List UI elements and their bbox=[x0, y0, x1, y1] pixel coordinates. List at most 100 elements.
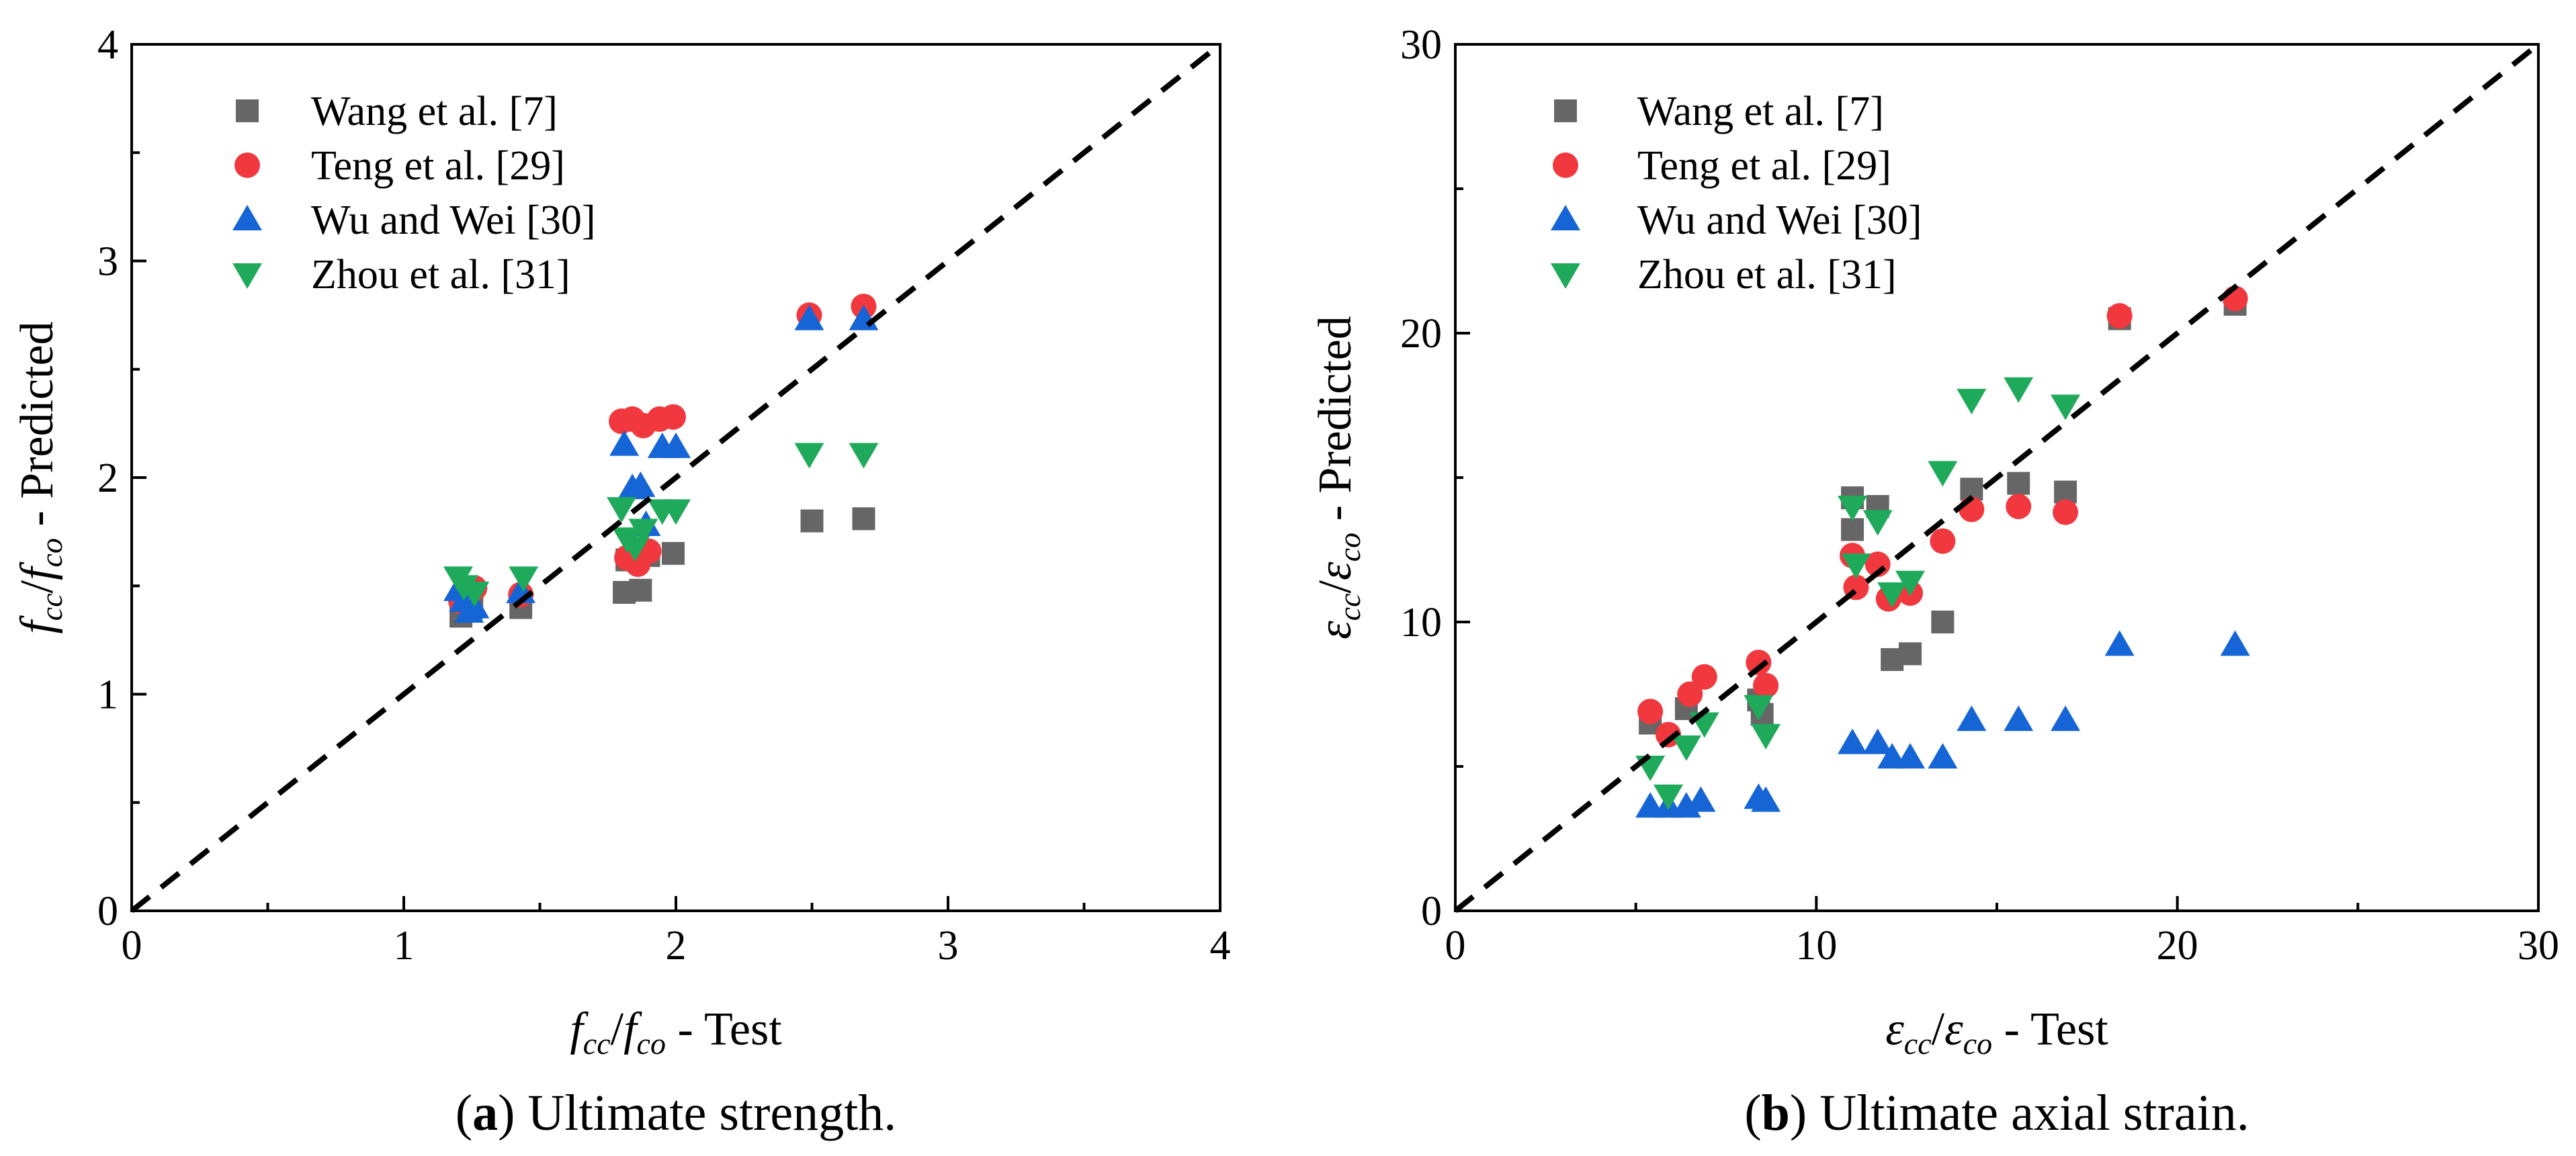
data-point-triangle-down bbox=[1838, 496, 1868, 521]
y-label-slash: / bbox=[1310, 580, 1361, 593]
caption-a-text: Ultimate strength. bbox=[515, 1085, 896, 1141]
legend-marker-triangle-up bbox=[232, 205, 262, 230]
x-tick-label: 1 bbox=[394, 923, 415, 969]
legend-entry-label: Wu and Wei [30] bbox=[1637, 197, 1922, 243]
data-point-triangle-up bbox=[661, 432, 691, 458]
data-point-square bbox=[800, 509, 824, 533]
data-point-square bbox=[661, 541, 685, 565]
data-point-triangle-down bbox=[1957, 388, 1987, 414]
data-point-triangle-up bbox=[1838, 728, 1868, 754]
legend-entry-label: Wang et al. [7] bbox=[311, 89, 558, 134]
panel-a-data-marks bbox=[130, 42, 1222, 914]
y-label-sub1: cc bbox=[34, 593, 69, 621]
panel-b-x-axis-label: εcc/εco - Test bbox=[1885, 1004, 2108, 1061]
legend-marker-square bbox=[236, 99, 259, 122]
data-point-triangle-down bbox=[2004, 377, 2034, 403]
y-tick-label: 0 bbox=[97, 889, 118, 934]
data-point-triangle-up bbox=[1862, 728, 1893, 754]
data-point-triangle-down bbox=[794, 443, 824, 469]
data-point-triangle-down bbox=[1928, 461, 1958, 487]
data-point-triangle-down bbox=[2051, 394, 2081, 420]
y-tick-label: 10 bbox=[1400, 600, 1442, 646]
y-tick-label: 1 bbox=[97, 672, 118, 718]
y-label-f1: ε bbox=[1310, 621, 1361, 639]
legend-entry-label: Zhou et al. [31] bbox=[1637, 252, 1897, 298]
data-point-triangle-up bbox=[1928, 743, 1958, 769]
data-point-triangle-up bbox=[2220, 630, 2250, 656]
x-tick-label: 0 bbox=[1445, 923, 1466, 969]
data-point-circle bbox=[1753, 672, 1779, 699]
panel-b-caption: (b) Ultimate axial strain. bbox=[1744, 1085, 2249, 1141]
data-point-circle bbox=[1930, 528, 1956, 554]
x-label-slash: / bbox=[1932, 1004, 1945, 1055]
reference-line-y-equals-x bbox=[130, 42, 1222, 914]
y-label-rest: - Predicted bbox=[1310, 316, 1361, 533]
data-point-triangle-down bbox=[849, 443, 879, 469]
y-tick-label: 3 bbox=[97, 239, 118, 285]
data-point-triangle-up bbox=[1895, 743, 1926, 769]
data-point-triangle-down bbox=[1654, 785, 1684, 810]
panel-b-data-marks bbox=[1453, 42, 2540, 914]
y-tick-label: 30 bbox=[1400, 22, 1442, 68]
y-label-sub2: co bbox=[1332, 533, 1367, 562]
y-tick-label: 20 bbox=[1400, 311, 1442, 357]
data-point-triangle-up bbox=[794, 304, 824, 330]
x-label-rest: - Test bbox=[666, 1004, 782, 1055]
panel-b-ticks: 0 10 20 30 0 10 20 30 bbox=[1400, 22, 2559, 969]
data-point-triangle-down bbox=[1862, 510, 1893, 536]
x-label-sub2: co bbox=[637, 1026, 666, 1061]
data-point-square bbox=[852, 507, 875, 531]
legend-marker-circle bbox=[1553, 152, 1578, 178]
legend-entry-label: Wang et al. [7] bbox=[1637, 89, 1884, 134]
x-tick-label: 0 bbox=[122, 923, 142, 969]
legend-marker-triangle-down bbox=[232, 263, 262, 289]
caption-b-label: b bbox=[1762, 1085, 1790, 1141]
legend-marker-square bbox=[1554, 99, 1577, 122]
y-tick-label: 0 bbox=[1421, 889, 1442, 934]
panel-a-y-axis-label: fcc/fco - Predicted bbox=[11, 321, 69, 633]
data-point-circle bbox=[1677, 681, 1703, 707]
y-tick-label: 4 bbox=[97, 22, 118, 68]
data-point-triangle-down bbox=[1877, 582, 1907, 608]
caption-a-label: a bbox=[472, 1085, 498, 1141]
legend-entry-label: Teng et al. [29] bbox=[311, 143, 565, 189]
y-label-sub1: cc bbox=[1332, 593, 1367, 621]
x-label-sub1: cc bbox=[583, 1026, 611, 1061]
x-tick-label: 3 bbox=[938, 923, 959, 969]
legend-entry-label: Teng et al. [29] bbox=[1637, 143, 1891, 189]
data-point-triangle-up bbox=[1957, 705, 1987, 731]
legend-marker-triangle-down bbox=[1551, 263, 1580, 289]
y-label-slash: / bbox=[11, 580, 63, 593]
data-point-triangle-down bbox=[1744, 695, 1774, 721]
data-point-square bbox=[629, 578, 652, 602]
data-point-circle bbox=[2106, 303, 2133, 329]
x-label-sub1: cc bbox=[1904, 1026, 1932, 1061]
panel-a-caption: (a) Ultimate strength. bbox=[456, 1085, 896, 1141]
data-point-triangle-down bbox=[661, 499, 691, 525]
y-label-sub2: co bbox=[34, 538, 69, 567]
data-point-circle bbox=[660, 404, 686, 430]
data-point-triangle-up bbox=[1751, 786, 1781, 812]
y-label-f2: ε bbox=[1310, 562, 1361, 580]
x-label-slash: / bbox=[611, 1004, 624, 1055]
data-point-square bbox=[1931, 611, 1955, 633]
legend-marker-triangle-up bbox=[1551, 205, 1580, 230]
data-point-triangle-up bbox=[609, 430, 640, 456]
data-point-triangle-down bbox=[1841, 553, 1871, 579]
data-point-triangle-down bbox=[628, 519, 658, 545]
data-point-triangle-up bbox=[2104, 630, 2135, 656]
x-tick-label: 30 bbox=[2518, 923, 2559, 969]
data-point-circle bbox=[1637, 699, 1664, 725]
data-point-triangle-down bbox=[607, 497, 636, 523]
y-tick-label: 2 bbox=[97, 455, 118, 501]
panel-a-ticks: 0 1 2 3 4 0 1 2 3 4 bbox=[97, 22, 1231, 969]
data-point-triangle-up bbox=[1686, 786, 1716, 812]
panel-b-legend: Wang et al. [7] Teng et al. [29] Wu and We… bbox=[1551, 89, 1922, 298]
data-point-circle bbox=[1656, 721, 1682, 748]
data-point-triangle-down bbox=[1895, 570, 1926, 596]
x-tick-label: 20 bbox=[2157, 923, 2198, 969]
legend-entry-label: Zhou et al. [31] bbox=[311, 252, 570, 298]
data-point-square bbox=[1841, 518, 1864, 541]
data-point-circle bbox=[1746, 650, 1772, 676]
